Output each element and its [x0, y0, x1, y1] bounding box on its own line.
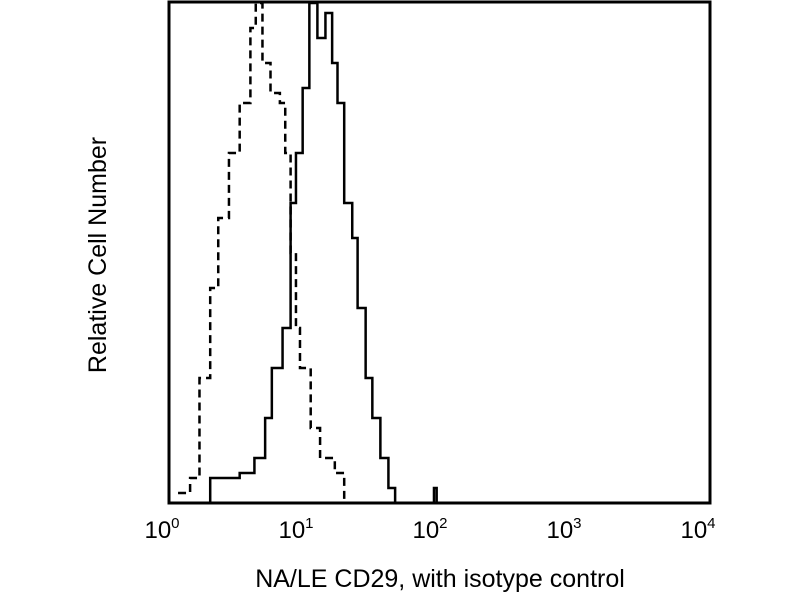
x-tick-label: 103	[546, 515, 581, 544]
isotype-control-histogram	[178, 1, 346, 503]
x-axis-label: NA/LE CD29, with isotype control	[255, 565, 625, 593]
x-tick-label: 102	[412, 515, 447, 544]
plot-frame	[167, 0, 712, 505]
cd29-histogram	[199, 1, 438, 505]
y-axis-label: Relative Cell Number	[84, 137, 112, 373]
x-tick-label: 100	[144, 515, 179, 544]
x-tick-label: 101	[278, 515, 313, 544]
x-tick-label: 104	[680, 515, 715, 544]
